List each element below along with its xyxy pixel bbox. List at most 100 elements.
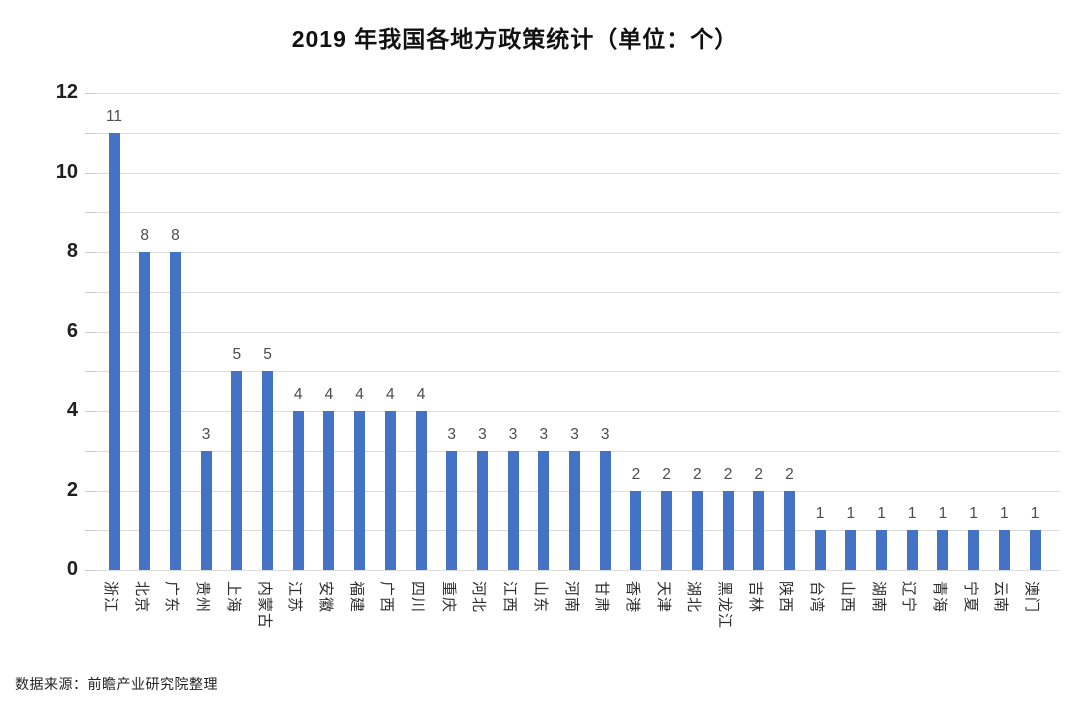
bar [906, 530, 918, 570]
y-axis-tick [85, 530, 95, 532]
bar [476, 450, 488, 570]
bar [1029, 530, 1041, 570]
bar-value-label: 11 [105, 107, 123, 125]
gridline [95, 132, 1060, 134]
bar [415, 411, 427, 570]
y-axis-tick [85, 132, 95, 134]
x-axis-label-text: 上海 [224, 581, 242, 614]
bar-value-label: 1 [938, 505, 948, 523]
bar [876, 530, 887, 570]
bar-value-label: 3 [447, 425, 456, 443]
x-axis-label-text: 福建 [347, 581, 365, 614]
y-axis-tick [85, 212, 95, 214]
chart-title: 2019 年我国各地方政策统计（单位：个） [291, 26, 739, 52]
x-axis-label-text: 澳门 [1023, 581, 1040, 614]
y-axis-tick [85, 93, 95, 94]
bar [630, 490, 642, 570]
bar [691, 490, 703, 570]
y-axis-tick [85, 291, 95, 293]
x-axis-label-text: 浙江 [102, 581, 119, 614]
y-axis-tick [85, 490, 95, 492]
bar [292, 411, 304, 570]
bar [262, 371, 273, 570]
bar [200, 450, 212, 570]
y-axis-tick [85, 570, 95, 571]
bar [323, 411, 335, 570]
x-axis-label-text: 贵州 [194, 581, 212, 614]
bar [661, 490, 673, 570]
y-axis-tick [85, 411, 95, 412]
x-axis-label-text: 陕西 [777, 581, 795, 614]
bar [108, 132, 120, 570]
bar-value-label: 1 [1030, 505, 1040, 523]
x-axis-label-text: 安徽 [316, 581, 334, 614]
x-axis-label-text: 吉林 [746, 581, 764, 614]
x-axis-label-text: 宁夏 [961, 581, 979, 614]
y-axis-tick [85, 172, 95, 174]
plot-area: 0 2 4 6 8 10 12 11 浙江 8 北京 8 广东 3 贵州 5 上海 5 内蒙古 4 江苏 4 安徽 4 福建 4 广… [56, 81, 1060, 629]
x-axis-label-text: 天津 [654, 581, 672, 614]
bar-value-label: 5 [232, 346, 242, 364]
bar-value-label: 2 [754, 465, 763, 483]
x-axis-label-text: 甘肃 [593, 581, 611, 614]
bar [169, 252, 181, 570]
bar-value-label: 3 [570, 425, 579, 443]
gridline [95, 212, 1060, 214]
bar-value-label: 2 [723, 465, 733, 483]
y-axis-label: 6 [66, 319, 78, 342]
bar-value-label: 4 [293, 386, 303, 403]
gridline [95, 411, 1060, 412]
bar [722, 490, 734, 570]
bar [446, 450, 458, 570]
bar-value-label: 3 [508, 425, 518, 443]
gridline [95, 291, 1060, 293]
bar-value-label: 2 [785, 465, 794, 483]
y-axis-label: 8 [66, 240, 78, 262]
bar-value-label: 1 [907, 505, 917, 523]
bar [354, 411, 366, 570]
bar-value-label: 3 [539, 425, 549, 443]
gridline [95, 570, 1060, 571]
bar-value-label: 8 [140, 227, 149, 244]
x-axis-label-text: 湖北 [685, 581, 703, 614]
gridline [95, 331, 1060, 333]
y-axis-label: 12 [55, 81, 78, 103]
y-axis-tick [85, 450, 95, 452]
bar [998, 530, 1010, 570]
bar [845, 530, 857, 570]
bar [507, 450, 519, 570]
bar [538, 450, 550, 570]
bar-value-label: 2 [662, 465, 671, 483]
bar-value-label: 2 [631, 465, 641, 483]
bar-value-label: 4 [385, 386, 395, 403]
bar-value-label: 1 [999, 505, 1009, 523]
bar-value-label: 4 [355, 386, 364, 403]
x-axis-label-text: 四川 [409, 581, 426, 614]
bar-value-label: 1 [969, 505, 978, 523]
x-axis-label-text: 广西 [378, 581, 396, 614]
x-axis-label-text: 湖南 [869, 581, 887, 614]
x-axis-label-text: 河南 [562, 581, 580, 614]
bar-value-label: 4 [324, 386, 334, 403]
x-axis-label-text: 内蒙古 [255, 581, 273, 630]
x-axis-label-text: 云南 [992, 581, 1010, 614]
gridline [95, 172, 1060, 174]
x-axis-label-text: 江西 [501, 581, 519, 614]
bar [569, 450, 580, 570]
y-axis-label: 0 [66, 558, 78, 580]
bar-value-label: 1 [815, 505, 825, 523]
y-axis-label: 10 [55, 160, 78, 183]
gridline [95, 252, 1060, 253]
bar-value-label: 3 [478, 425, 487, 443]
x-axis-label-text: 江苏 [286, 581, 304, 614]
x-axis-label-text: 重庆 [439, 581, 457, 614]
bar-value-label: 8 [171, 227, 180, 244]
bar-value-label: 3 [201, 425, 211, 443]
source-note: 数据来源：前瞻产业研究院整理 [15, 676, 218, 692]
bar-value-label: 3 [600, 425, 610, 443]
x-axis-label-text: 青海 [930, 581, 948, 614]
x-axis-label-text: 黑龙江 [716, 581, 733, 630]
x-axis-label-text: 河北 [470, 581, 488, 614]
x-axis-label-text: 台湾 [808, 581, 826, 614]
